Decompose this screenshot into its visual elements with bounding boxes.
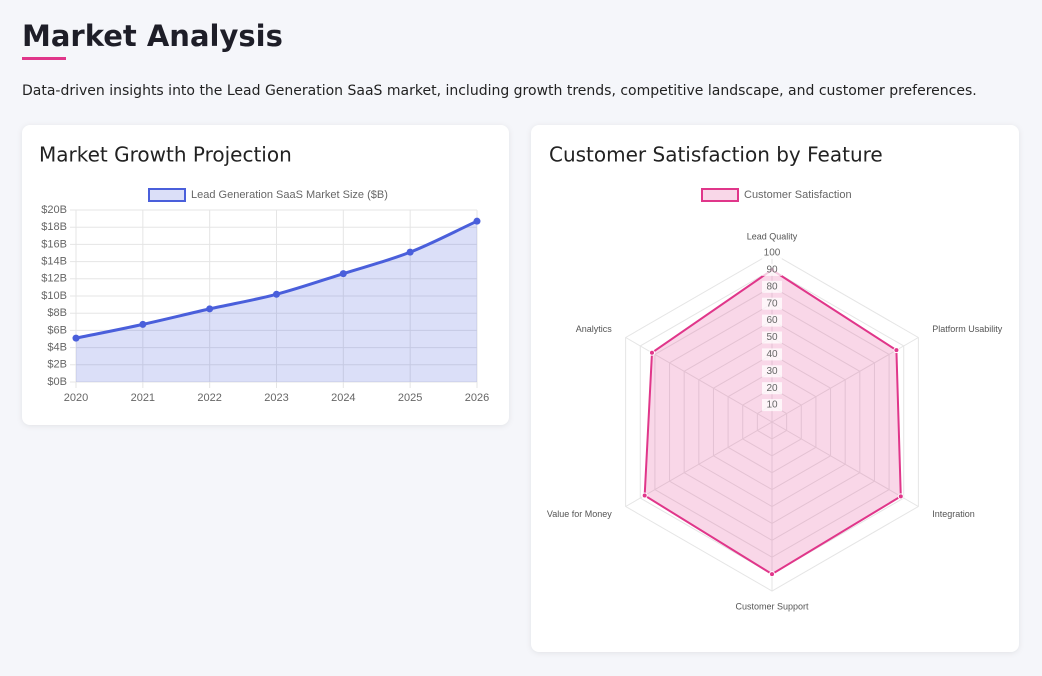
point-label: Value for Money <box>547 509 612 519</box>
data-point <box>72 334 80 342</box>
data-point <box>139 320 147 328</box>
grid-spoke <box>771 421 919 507</box>
card-title: Customer Satisfaction by Feature <box>549 143 883 167</box>
y-tick-label: $20B <box>41 204 67 216</box>
page-title: Market Analysis <box>22 19 283 53</box>
tick-backdrop <box>762 314 782 327</box>
legend-label: Lead Generation SaaS Market Size ($B) <box>191 189 388 201</box>
data-point <box>206 305 214 313</box>
r-tick-label: 30 <box>766 366 778 377</box>
point-label: Lead Quality <box>747 231 798 241</box>
point-label: Integration <box>932 509 975 519</box>
x-tick-label: 2024 <box>331 392 355 404</box>
x-tick-label: 2021 <box>131 392 155 404</box>
r-tick-label: 10 <box>766 400 778 411</box>
r-tick-label: 100 <box>764 248 781 259</box>
page-description: Data-driven insights into the Lead Gener… <box>22 83 977 99</box>
y-tick-label: $12B <box>41 273 67 285</box>
grid-spoke <box>625 421 773 507</box>
data-point <box>273 290 280 298</box>
tick-backdrop <box>762 365 782 378</box>
x-tick-label: 2026 <box>465 392 489 404</box>
data-point <box>641 492 648 499</box>
legend-swatch <box>148 188 186 202</box>
x-tick-label: 2023 <box>264 392 288 404</box>
data-point <box>769 571 775 578</box>
tick-backdrop <box>762 297 782 310</box>
y-tick-label: $0B <box>47 376 67 388</box>
point-label: Platform Usability <box>932 324 1003 334</box>
point-label: Customer Support <box>735 601 809 611</box>
y-tick-label: $4B <box>47 342 67 354</box>
r-tick-label: 40 <box>766 349 778 360</box>
x-tick-label: 2022 <box>197 392 221 404</box>
data-point <box>473 217 481 225</box>
series-area <box>76 221 477 382</box>
r-tick-label: 60 <box>766 315 778 326</box>
tick-backdrop <box>762 399 782 412</box>
y-tick-label: $16B <box>41 238 67 250</box>
legend-swatch <box>701 188 739 202</box>
y-tick-label: $10B <box>41 290 67 302</box>
x-tick-label: 2020 <box>64 392 88 404</box>
card-title: Market Growth Projection <box>39 143 292 167</box>
y-tick-label: $6B <box>47 324 67 336</box>
x-tick-label: 2025 <box>398 392 422 404</box>
tick-backdrop <box>762 280 782 293</box>
tick-backdrop <box>762 331 782 344</box>
tick-backdrop <box>762 263 782 276</box>
data-point <box>406 248 414 256</box>
data-point <box>339 270 347 278</box>
tick-backdrop <box>762 247 782 259</box>
r-tick-label: 90 <box>766 265 778 276</box>
y-tick-label: $2B <box>47 359 67 371</box>
r-tick-label: 70 <box>766 298 778 309</box>
data-point <box>897 493 904 500</box>
tick-backdrop <box>762 382 782 395</box>
r-tick-label: 50 <box>766 332 778 343</box>
card <box>22 125 509 425</box>
legend-label: Customer Satisfaction <box>744 189 852 201</box>
data-point <box>648 349 655 356</box>
point-label: Analytics <box>576 324 613 334</box>
y-tick-label: $8B <box>47 307 67 319</box>
r-tick-label: 20 <box>766 383 778 394</box>
y-tick-label: $14B <box>41 256 67 268</box>
tick-backdrop <box>762 348 782 361</box>
y-tick-label: $18B <box>41 221 67 233</box>
r-tick-label: 80 <box>766 281 778 292</box>
title-underline <box>22 57 66 60</box>
data-point <box>893 347 900 354</box>
